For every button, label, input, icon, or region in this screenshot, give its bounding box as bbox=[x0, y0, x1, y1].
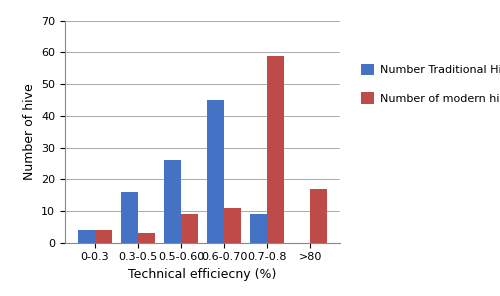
Bar bbox=[207, 100, 224, 243]
Bar bbox=[138, 233, 155, 243]
Bar bbox=[181, 214, 198, 243]
Legend: Number Traditional Hive, Number of modern hive: Number Traditional Hive, Number of moder… bbox=[356, 59, 500, 108]
Bar bbox=[250, 214, 267, 243]
Bar bbox=[224, 208, 242, 243]
Bar bbox=[94, 230, 112, 243]
Bar bbox=[164, 160, 181, 243]
Bar bbox=[310, 189, 328, 243]
Bar bbox=[120, 192, 138, 243]
Bar bbox=[78, 230, 94, 243]
X-axis label: Technical efficiecny (%): Technical efficiecny (%) bbox=[128, 268, 276, 281]
Y-axis label: Number of hive: Number of hive bbox=[22, 83, 36, 180]
Bar bbox=[267, 56, 284, 243]
